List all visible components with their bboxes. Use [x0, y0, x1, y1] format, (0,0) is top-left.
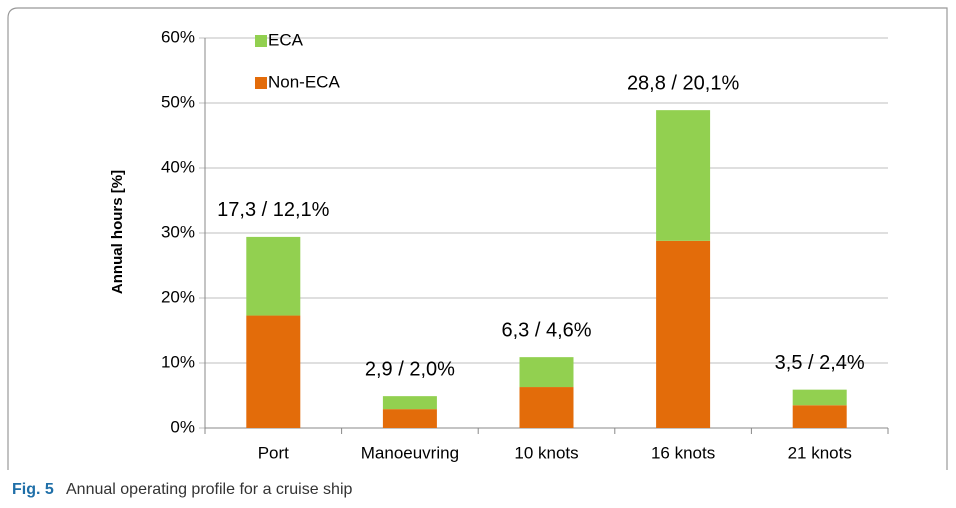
y-tick-label: 0% [170, 417, 195, 436]
legend-swatch [255, 77, 267, 89]
legend-label: ECA [268, 30, 304, 49]
annotation: 17,3 / 12,1% [217, 199, 330, 221]
bar-segment [382, 396, 437, 410]
legend-label: Non-ECA [268, 72, 340, 91]
annotation: 3,5 / 2,4% [775, 352, 865, 374]
y-axis-label: Annual hours [%] [109, 170, 126, 294]
bar-segment [246, 236, 301, 316]
bar-segment [519, 387, 574, 428]
bar-segment [792, 389, 847, 406]
legend-swatch [255, 35, 267, 47]
annotation: 6,3 / 4,6% [501, 319, 591, 341]
y-tick-label: 40% [161, 157, 195, 176]
x-tick-label: Port [258, 443, 289, 462]
bar-segment [792, 405, 847, 428]
annotation: 2,9 / 2,0% [365, 358, 455, 380]
x-tick-label: 10 knots [514, 443, 578, 462]
y-tick-label: 10% [161, 352, 195, 371]
x-tick-label: 16 knots [651, 443, 715, 462]
x-tick-label: 21 knots [788, 443, 852, 462]
caption-text: Annual operating profile for a cruise sh… [66, 481, 352, 498]
frame [7, 7, 948, 470]
y-tick-label: 20% [161, 287, 195, 306]
bar-segment [382, 409, 437, 428]
bar-segment [656, 240, 711, 428]
y-tick-label: 30% [161, 222, 195, 241]
caption-label: Fig. 5 [12, 481, 54, 498]
bar-segment [246, 315, 301, 428]
y-tick-label: 50% [161, 92, 195, 111]
annotation: 28,8 / 20,1% [627, 72, 740, 94]
y-tick-label: 60% [161, 27, 195, 46]
x-tick-label: Manoeuvring [361, 443, 459, 462]
bar-segment [519, 357, 574, 388]
bar-segment [656, 110, 711, 241]
